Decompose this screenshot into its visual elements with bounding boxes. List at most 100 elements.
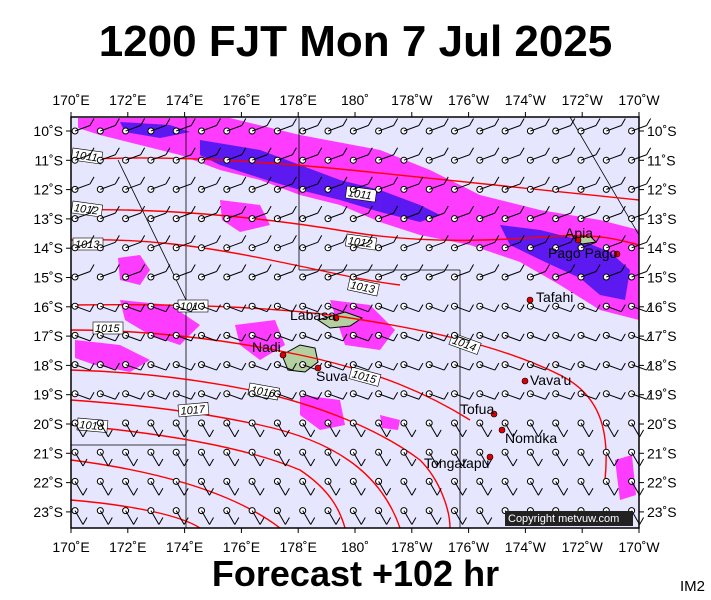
wind-barb (476, 419, 493, 438)
lon-label-top: 176˚E (223, 92, 260, 108)
forecast-label: Forecast +102 hr (211, 553, 500, 594)
lon-label-top: 180˚ (341, 92, 369, 108)
place-label-apia: Apia (565, 225, 593, 241)
wind-barb (628, 477, 645, 496)
wind-barb (96, 264, 120, 281)
land-masses (281, 235, 598, 373)
tofua-marker (490, 410, 498, 418)
wind-barb (526, 477, 543, 496)
wind-barb (400, 176, 424, 193)
wind-barb (223, 176, 247, 193)
wind-barb (273, 331, 297, 342)
wind-barb (147, 448, 164, 467)
nadi-marker (279, 351, 287, 359)
wind-barb (122, 331, 146, 342)
wind-barb (552, 147, 576, 164)
place-label-nomuka: Nomuka (505, 430, 557, 446)
isobar-label: 1016 (250, 384, 277, 400)
wind-barb (71, 390, 95, 400)
lat-label-left: 22˚S (33, 475, 63, 491)
wind-barb (425, 176, 449, 193)
wind-barb (552, 390, 576, 400)
wind-barb (476, 302, 500, 313)
wind-barb (476, 176, 500, 193)
wind-barb (223, 331, 247, 342)
wind-barb (147, 477, 164, 496)
wind-barb (501, 477, 518, 496)
wind-barb (223, 448, 240, 467)
wind-barb (172, 448, 189, 467)
wind-barb (324, 302, 348, 313)
wind-barb (476, 118, 500, 135)
wind-barb (248, 390, 272, 400)
lat-label-left: 16˚S (33, 299, 63, 315)
longitude-labels-top: 170˚E 172˚E 174˚E 176˚E 178˚E 180˚ 178˚W 176˚W 1… (52, 92, 660, 108)
wind-barb (172, 147, 196, 164)
wind-barb (375, 507, 392, 525)
lat-label-left: 18˚S (33, 357, 63, 373)
wind-barb (400, 264, 424, 281)
lat-label-right: 15˚S (647, 270, 677, 286)
lat-label-right: 23˚S (647, 504, 677, 520)
latitude-labels-left: 10˚S 11˚S 12˚S 13˚S 14˚S 15˚S 16˚S 17˚S 18˚S 19˚S… (33, 123, 63, 520)
wind-barb (299, 390, 323, 400)
wind-barb (248, 331, 272, 342)
wind-barb (273, 507, 290, 525)
lon-label-bottom: 172˚E (109, 539, 146, 555)
labasa-marker (332, 314, 340, 322)
lat-label-left: 14˚S (33, 240, 63, 256)
wind-barb (223, 235, 247, 252)
wind-barb (299, 448, 316, 467)
wind-barb (71, 361, 95, 371)
wind-barb (375, 390, 399, 400)
wind-barb (122, 264, 146, 281)
wind-barb (122, 390, 146, 400)
wind-barb (501, 118, 525, 135)
copyright-box (505, 511, 633, 526)
wind-barb (248, 302, 272, 313)
wind-barb (273, 118, 297, 135)
wind-barb (552, 118, 576, 135)
wind-barb (501, 390, 525, 400)
wind-barb (198, 235, 221, 252)
lat-label-right: 13˚S (647, 211, 677, 227)
wind-barb (172, 205, 196, 223)
wind-barb (324, 235, 348, 252)
place-markers (279, 236, 621, 461)
wind-barb (425, 331, 449, 342)
wind-barb (349, 264, 373, 281)
wind-barb (248, 264, 272, 281)
wind-barb (147, 235, 171, 252)
wind-barb (400, 361, 424, 371)
place-label-tongatapu: Tongatapu (424, 455, 489, 471)
wind-barb (451, 205, 474, 223)
wind-barb (96, 147, 120, 164)
wind-barb (577, 118, 601, 135)
wind-barb (324, 361, 348, 371)
wind-barb (324, 264, 348, 281)
wind-barb (299, 235, 323, 252)
wind-barb (349, 302, 373, 313)
wind-barb (476, 361, 500, 371)
wind-barb (172, 235, 196, 252)
wind-barb (349, 331, 373, 342)
wind-barb (577, 205, 601, 223)
isobar-label: 1013 (75, 239, 100, 251)
lat-label-left: 17˚S (33, 328, 63, 344)
wind-barb (526, 419, 543, 438)
place-labels: Apia Pago Pago Tafahi Labasa Nadi Suva V… (252, 225, 617, 471)
wind-barb (324, 419, 341, 438)
wind-barb (172, 477, 189, 496)
wind-barb (324, 147, 348, 164)
wind-barb (577, 147, 601, 164)
wind-barb (501, 176, 525, 193)
wind-barb (96, 419, 113, 438)
wind-barb (425, 205, 449, 223)
isobar-label: 1011 (73, 149, 98, 164)
wind-barb (223, 118, 247, 135)
wind-barb (248, 419, 265, 438)
wind-barb (552, 361, 576, 371)
lon-label-bottom: 170˚W (618, 539, 660, 555)
wind-barb (299, 419, 316, 438)
lon-label-top: 172˚E (109, 92, 146, 108)
